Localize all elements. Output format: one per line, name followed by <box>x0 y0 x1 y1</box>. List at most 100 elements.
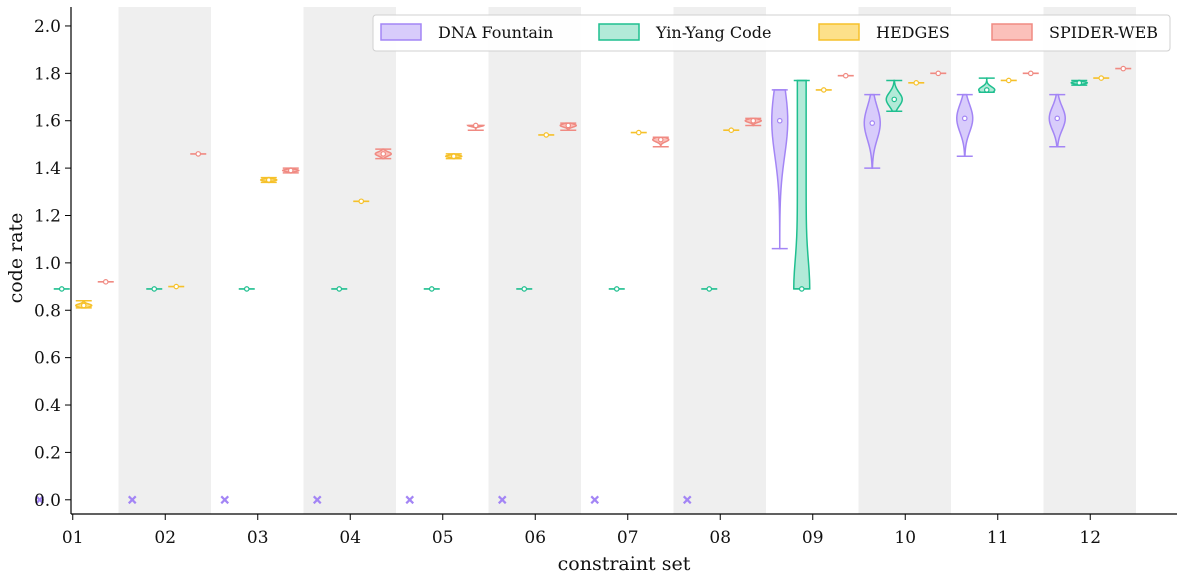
band-04 <box>303 7 396 514</box>
failed-marker-stroke <box>497 495 507 505</box>
y-tick-label: 0.8 <box>34 301 61 321</box>
y-tick-label: 1.0 <box>34 254 61 274</box>
failed-marker <box>405 495 415 505</box>
y-tick-label: 0.6 <box>34 349 61 369</box>
shaded-bands <box>118 7 1136 514</box>
x-tick-label: 08 <box>709 528 731 548</box>
failed-marker <box>497 495 507 505</box>
median-point <box>287 167 294 174</box>
legend-label: Yin-Yang Code <box>655 23 771 42</box>
legend-swatch <box>991 23 1033 41</box>
median-point <box>450 153 457 160</box>
failed-marker <box>682 495 692 505</box>
median-point <box>428 286 435 292</box>
median-point <box>151 286 158 292</box>
median-point <box>243 286 250 292</box>
band-12 <box>1043 7 1136 514</box>
median-point <box>842 72 849 79</box>
y-tick-label: 1.2 <box>34 206 61 226</box>
median-point <box>613 286 620 292</box>
median-point <box>58 286 65 292</box>
x-tick-label: 09 <box>802 528 824 548</box>
median-point <box>565 122 572 129</box>
violin-body <box>956 93 974 158</box>
legend-label: HEDGES <box>876 23 950 42</box>
y-tick-label: 1.6 <box>34 112 61 132</box>
x-tick-label: 02 <box>154 528 176 548</box>
legend: DNA Fountain Yin-Yang Code HEDGES SPIDER-WE… <box>372 14 1171 52</box>
median-point <box>869 120 876 126</box>
failed-marker-stroke <box>312 495 322 505</box>
band-10 <box>858 7 951 514</box>
median-point <box>1054 115 1061 122</box>
x-tick-label: 04 <box>339 528 361 548</box>
median-point <box>336 286 343 292</box>
legend-swatch <box>818 23 860 41</box>
series-dna-fountain <box>35 89 1067 505</box>
failed-marker-stroke <box>220 495 230 505</box>
median-point <box>798 286 805 292</box>
band-06 <box>488 7 581 514</box>
violin-body <box>771 89 789 250</box>
x-tick-label: 11 <box>987 528 1009 548</box>
y-tick-label: 1.8 <box>34 64 61 84</box>
violin-body <box>792 79 811 290</box>
median-point <box>706 286 713 292</box>
legend-swatch <box>598 23 640 41</box>
failed-marker-stroke <box>590 495 600 505</box>
x-tick-label: 05 <box>432 528 454 548</box>
y-tick-label: 0.4 <box>34 396 61 416</box>
axes: 0.0 0.2 0.4 0.6 0.8 1.0 1.2 1.4 1.6 1.8 2.0 01 02 03 0… <box>34 7 1177 548</box>
failed-marker <box>220 495 230 505</box>
median-point <box>543 132 550 138</box>
x-tick-label: 10 <box>894 528 916 548</box>
median-point <box>265 177 272 183</box>
median-point <box>913 80 920 86</box>
x-tick-label: 03 <box>247 528 269 548</box>
median-point <box>173 283 180 290</box>
median-point <box>1027 70 1034 77</box>
legend-box <box>372 14 1171 52</box>
median-point <box>983 87 990 93</box>
y-tick-label: 2.0 <box>34 17 61 37</box>
x-tick-label: 07 <box>617 528 639 548</box>
median-point <box>102 279 109 285</box>
x-tick-label: 01 <box>62 528 84 548</box>
y-tick-label: 0.2 <box>34 443 61 463</box>
median-point <box>80 302 87 309</box>
median-point <box>1120 65 1127 72</box>
x-tick-label: 12 <box>1079 528 1101 548</box>
median-point <box>820 87 827 93</box>
series-hedges <box>74 75 1110 309</box>
median-point <box>1005 77 1012 84</box>
failed-marker-stroke <box>405 495 415 505</box>
median-point <box>1098 75 1105 81</box>
legend-label: SPIDER-WEB <box>1049 23 1158 42</box>
median-point <box>358 198 365 205</box>
median-point <box>521 286 528 292</box>
median-point <box>935 70 942 77</box>
median-point <box>657 136 664 143</box>
failed-marker-stroke <box>127 495 137 505</box>
median-point <box>195 151 202 157</box>
median-point <box>635 129 642 136</box>
median-point <box>961 115 968 122</box>
series-yin-yang-code <box>53 77 1089 292</box>
failed-marker <box>312 495 322 505</box>
failed-marker <box>590 495 600 505</box>
band-08 <box>673 7 766 514</box>
band-02 <box>118 7 211 514</box>
y-tick-label: 1.4 <box>34 159 61 179</box>
series-spider-web <box>97 65 1132 285</box>
failed-marker-stroke <box>35 495 45 505</box>
y-tick-label: 0.0 <box>34 491 61 511</box>
median-point <box>1076 80 1083 86</box>
median-point <box>728 127 735 133</box>
median-point <box>750 117 757 124</box>
failed-marker <box>35 495 45 505</box>
violin-layer <box>35 65 1132 505</box>
median-point <box>380 151 387 157</box>
median-point <box>472 122 479 129</box>
failed-marker-stroke <box>682 495 692 505</box>
